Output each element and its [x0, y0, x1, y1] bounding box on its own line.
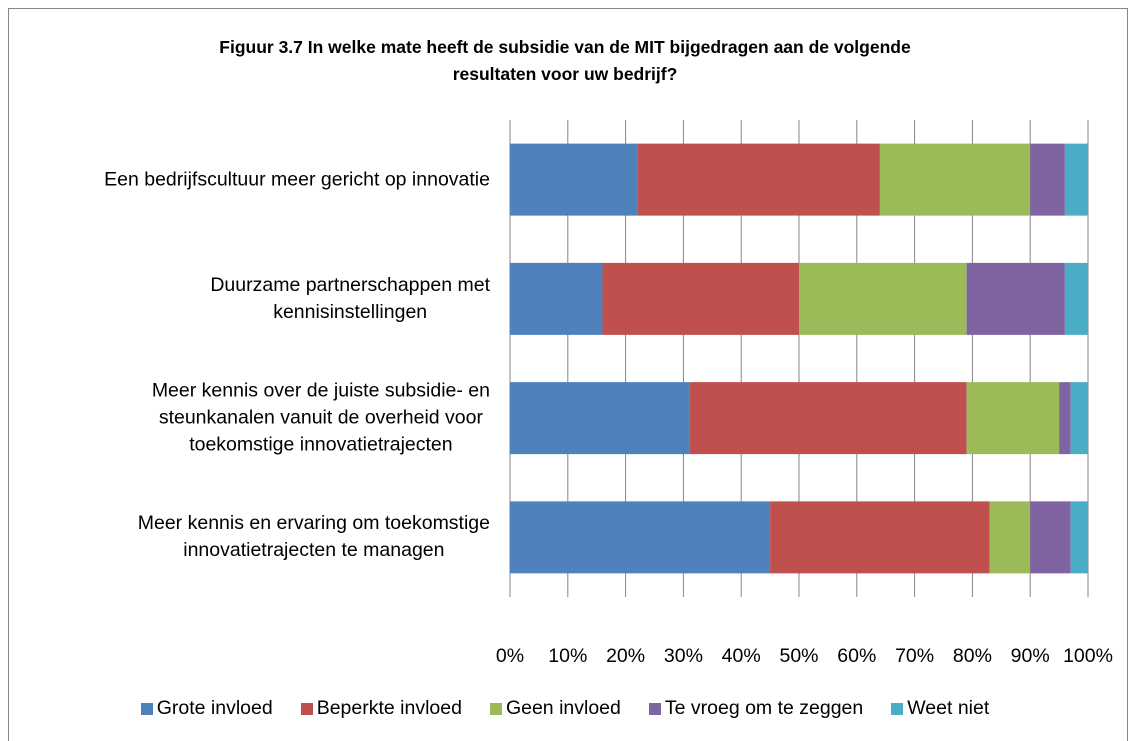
bar-segment [510, 262, 603, 335]
bar-segment [1064, 262, 1088, 335]
bar-segment [966, 382, 1060, 455]
legend-item: Geen invloed [489, 697, 621, 720]
bar-segment [879, 143, 1031, 216]
x-tick-label: 40% [721, 645, 761, 667]
bar-segment [1030, 501, 1071, 574]
bar-segment [770, 501, 990, 574]
bar-segment [1030, 143, 1065, 216]
bar-segment [1070, 501, 1088, 574]
bar-segment [637, 143, 880, 216]
legend-item: Te vroeg om te zeggen [648, 697, 864, 720]
legend-label: Grote invloed [156, 697, 273, 719]
x-tick-label: 100% [1063, 645, 1113, 667]
legend-swatch [300, 702, 313, 715]
x-tick-label: 0% [495, 645, 525, 667]
legend-label: Geen invloed [505, 697, 621, 719]
bar-segment [510, 382, 690, 455]
bar-segment [510, 143, 638, 216]
x-tick-label: 80% [952, 645, 992, 667]
x-tick-label: 50% [779, 645, 819, 667]
bar-segment [799, 262, 967, 335]
legend-item: Grote invloed [140, 697, 273, 720]
bar-segment [689, 382, 967, 455]
x-tick-label: 30% [663, 645, 703, 667]
bar-segment [510, 501, 771, 574]
x-tick-label: 90% [1010, 645, 1050, 667]
bar-segment [1064, 143, 1088, 216]
legend-swatch [648, 702, 661, 715]
bar-segment [602, 262, 799, 335]
y-tick-label: Meer kennis en ervaring om toekomstige i… [137, 512, 490, 562]
legend-label: Weet niet [907, 697, 990, 719]
legend-label: Beperkte invloed [316, 697, 462, 719]
bar-segment [1059, 382, 1071, 455]
bar-segment [989, 501, 1031, 574]
chart-border [8, 8, 1128, 741]
legend-swatch [489, 702, 502, 715]
legend-item: Beperkte invloed [300, 697, 462, 720]
y-tick-label: Een bedrijfscultuur meer gericht op inno… [104, 168, 490, 191]
y-tick-label: Duurzame partnerschappen met kennisinste… [210, 273, 490, 323]
bar-segment [966, 262, 1065, 335]
x-tick-label: 60% [837, 645, 877, 667]
legend-swatch [140, 702, 153, 715]
x-tick-label: 20% [606, 645, 646, 667]
bar-segment [1070, 382, 1088, 455]
y-tick-label: Meer kennis over de juiste subsidie- en … [151, 379, 490, 456]
chart-title: Figuur 3.7 In welke mate heeft de subsid… [219, 37, 911, 84]
x-tick-label: 10% [548, 645, 588, 667]
legend: Grote invloed Beperkte invloed Geen invloe… [0, 697, 1130, 720]
legend-swatch [891, 702, 904, 715]
x-tick-label: 70% [895, 645, 935, 667]
legend-item: Weet niet [891, 697, 989, 720]
legend-label: Te vroeg om te zeggen [664, 697, 864, 719]
